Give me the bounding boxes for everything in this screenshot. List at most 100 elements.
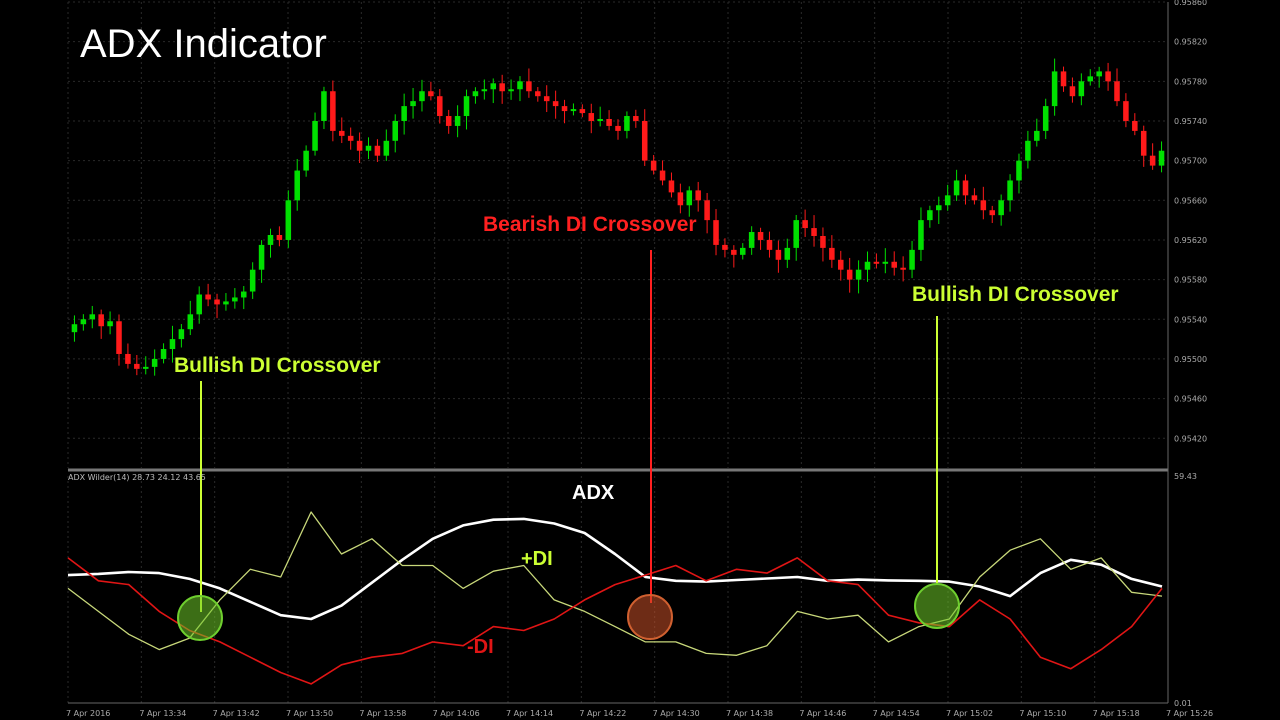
bull-candle — [392, 120, 398, 141]
bear-candle — [134, 363, 140, 369]
plus-di-line — [67, 511, 1163, 656]
bear-candle — [98, 314, 104, 327]
bear-candle — [276, 235, 283, 240]
time-tick-label: 7 Apr 14:06 — [433, 709, 480, 718]
bull-candle — [490, 83, 497, 90]
time-tick-label: 7 Apr 14:38 — [726, 709, 773, 718]
bear-candle — [668, 180, 675, 193]
bear-candle — [1105, 71, 1111, 82]
bull-candle — [1078, 81, 1085, 97]
bull-candle — [793, 220, 799, 248]
bull-candle — [80, 319, 87, 325]
indicator-tick-label: 59.43 — [1174, 472, 1197, 481]
bear-candle — [641, 120, 648, 161]
bull-candle — [784, 247, 791, 260]
bear-candle — [633, 116, 639, 121]
bear-candle — [695, 190, 701, 201]
bear-candle — [445, 116, 452, 126]
bull-candle — [178, 329, 185, 340]
minus-di-line-label: -DI — [467, 636, 494, 658]
time-tick-label: 7 Apr 14:54 — [873, 709, 920, 718]
price-tick-label: 0.95860 — [1174, 0, 1207, 7]
bear-candle — [820, 235, 826, 248]
price-tick-label: 0.95780 — [1174, 77, 1207, 86]
bull-candle — [1051, 71, 1058, 107]
bull-candle — [410, 101, 416, 107]
price-tick-label: 0.95740 — [1174, 117, 1207, 126]
bull-candle — [1042, 106, 1049, 131]
bull-candle — [882, 261, 889, 264]
bear-candle — [1132, 120, 1138, 131]
time-tick-label: 7 Apr 14:30 — [653, 709, 700, 718]
bull-candle — [169, 339, 176, 350]
bull-candle — [383, 140, 390, 156]
bull-candle — [303, 150, 309, 171]
bull-candle — [909, 249, 915, 270]
bear-candle — [900, 267, 906, 270]
bearish-crossover-label: Bearish DI Crossover — [483, 213, 697, 236]
indicator-tick-label: 0.01 — [1174, 699, 1192, 708]
bull-candle — [151, 358, 158, 367]
time-tick-label: 7 Apr 2016 — [66, 709, 110, 718]
bull-candle — [196, 294, 202, 315]
bear-candle — [116, 321, 122, 354]
price-tick-label: 0.95500 — [1174, 355, 1207, 364]
price-tick-label: 0.95700 — [1174, 157, 1207, 166]
bearish-crossover-marker — [627, 594, 673, 640]
bull-candle — [1025, 140, 1031, 161]
bear-candle — [811, 228, 817, 236]
bullish-crossover-marker-2 — [914, 583, 960, 629]
bull-candle — [855, 269, 862, 280]
bull-candle — [454, 116, 461, 126]
bull-candle — [864, 261, 871, 270]
price-tick-label: 0.95820 — [1174, 38, 1207, 47]
bear-candle — [757, 232, 764, 240]
bull-candle — [187, 314, 194, 330]
bull-candle — [401, 106, 407, 121]
bear-candle — [428, 91, 434, 97]
bear-candle — [704, 200, 710, 221]
price-tick-label: 0.95620 — [1174, 236, 1207, 245]
bull-candle — [142, 366, 149, 369]
bull-candle — [1007, 180, 1013, 201]
time-tick-label: 7 Apr 14:14 — [506, 709, 553, 718]
chart-title: ADX Indicator — [80, 22, 327, 66]
bull-candle — [463, 96, 470, 117]
bull-candle — [160, 349, 167, 359]
bear-candle — [971, 195, 978, 201]
bear-candle — [347, 135, 354, 141]
price-tick-label: 0.95540 — [1174, 315, 1207, 324]
bear-candle — [552, 101, 559, 107]
bull-candle — [419, 91, 425, 102]
time-tick-label: 7 Apr 14:46 — [799, 709, 846, 718]
bull-candle — [267, 235, 274, 245]
bear-candle — [561, 106, 568, 112]
bull-candle — [89, 314, 96, 320]
bullish-crossover-label-2: Bullish DI Crossover — [912, 283, 1119, 306]
bear-candle — [1114, 81, 1120, 102]
bullish-crossover-label-1: Bullish DI Crossover — [174, 354, 381, 377]
bull-candle — [597, 118, 603, 121]
bear-candle — [980, 200, 987, 211]
bull-candle — [223, 301, 229, 305]
bear-candle — [989, 210, 996, 216]
bear-candle — [722, 244, 728, 250]
time-tick-label: 7 Apr 15:26 — [1166, 709, 1213, 718]
bull-candle — [249, 269, 256, 292]
bear-candle — [1140, 130, 1147, 156]
bear-candle — [766, 239, 773, 250]
bear-candle — [330, 91, 336, 131]
bear-candle — [606, 118, 612, 126]
bear-candle — [214, 299, 220, 305]
indicator-header: ADX Wilder(14) 28.73 24.12 43.65 — [68, 473, 206, 482]
plus-di-line-label: +DI — [521, 548, 553, 570]
bear-candle — [891, 261, 897, 268]
bullish-crossover-marker-1 — [177, 595, 223, 641]
bear-candle — [713, 220, 719, 245]
time-tick-label: 7 Apr 13:50 — [286, 709, 333, 718]
bull-candle — [918, 220, 924, 250]
bull-candle — [321, 91, 327, 121]
bull-candle — [944, 195, 951, 206]
bull-candle — [294, 170, 300, 201]
